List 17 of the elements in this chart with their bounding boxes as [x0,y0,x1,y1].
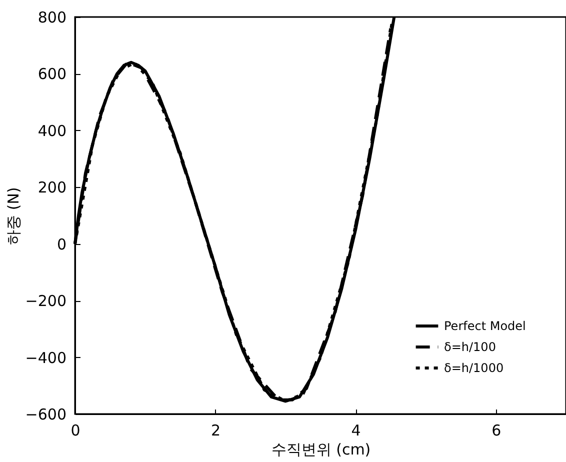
y-axis-title: 하중 (N) [4,187,22,245]
x-axis-title: 수직변위 (cm) [271,440,371,458]
x-tick-label: 0 [70,422,80,440]
y-tick-label: −600 [25,406,66,424]
legend-label: Perfect Model [444,319,526,333]
x-tick-label: 2 [211,422,221,440]
y-tick-label: 800 [38,8,66,26]
y-tick-label: 0 [56,235,66,254]
y-tick-label: −400 [25,348,66,367]
y-tick-label: 400 [38,122,66,140]
y-tick-label: 600 [38,65,66,84]
legend-label: δ=h/100 [444,340,496,354]
y-tick-label: 200 [38,178,66,197]
x-tick-label: 6 [492,422,502,440]
legend-label: δ=h/1000 [444,361,504,375]
y-tick-label: −200 [25,292,66,310]
x-tick-label: 4 [351,422,361,440]
